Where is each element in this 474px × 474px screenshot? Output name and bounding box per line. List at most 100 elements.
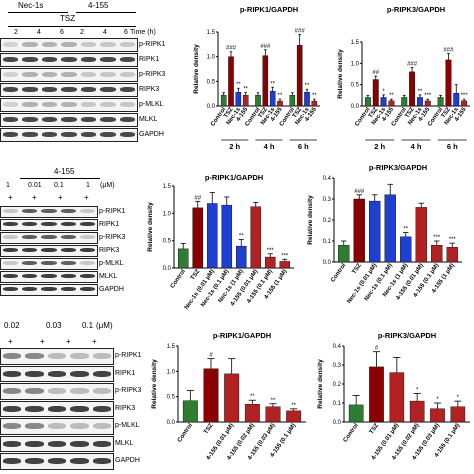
- blot-label-ripk1: RIPK1: [115, 369, 136, 377]
- significance-label: **: [278, 93, 283, 99]
- blot-band: [100, 42, 116, 47]
- blot-band: [61, 102, 77, 107]
- blot-strip-p-ripk3: [0, 383, 114, 400]
- blot-band: [61, 57, 77, 62]
- x-tick-label: TSZ: [351, 262, 363, 275]
- group-label: 2 h: [374, 142, 385, 151]
- x-tick-label: TSZ: [404, 106, 416, 119]
- y-tick-label: 1.5: [163, 184, 172, 190]
- blot-band: [41, 235, 57, 239]
- bar: [242, 94, 249, 107]
- significance-label: **: [239, 234, 244, 240]
- plus-b-3: +: [84, 193, 89, 202]
- bar: [286, 410, 302, 423]
- bar: [221, 204, 233, 269]
- blot-band: [80, 72, 97, 77]
- y-tick-label: 1.5: [167, 344, 176, 350]
- plus-b-2: +: [58, 193, 63, 202]
- chart-title: p-RIPK1/GAPDH: [213, 331, 271, 340]
- bar: [250, 206, 262, 269]
- blot-band: [92, 370, 111, 377]
- group-label: 6 h: [447, 142, 458, 151]
- blot-band: [22, 274, 38, 278]
- blot-band: [3, 388, 22, 394]
- blot-band: [61, 42, 77, 47]
- blot-band: [22, 42, 38, 47]
- blot-band: [47, 458, 67, 464]
- bar: [203, 368, 219, 423]
- blot-band: [3, 72, 19, 77]
- x-tick-label: TSZ: [292, 106, 304, 119]
- blot-band: [100, 57, 116, 62]
- bar: [296, 45, 303, 107]
- y-tick-label: 1.0: [167, 369, 176, 375]
- y-tick-label: 0.0: [207, 104, 216, 110]
- dose-b-0: 1: [6, 182, 10, 189]
- significance-label: ***: [433, 235, 441, 241]
- significance-label: ###: [407, 62, 418, 68]
- blot-band: [3, 248, 19, 252]
- plus-c-1: +: [40, 337, 45, 346]
- bar: [437, 97, 444, 107]
- blot-strip-ripk1: [0, 53, 138, 67]
- blot-band: [3, 235, 19, 239]
- dose-header-line: [20, 178, 100, 179]
- blot-label-p-mlkl: p-MLKL: [139, 101, 164, 108]
- blot-strip-p-ripk1: [0, 38, 138, 52]
- blot-band: [22, 57, 38, 62]
- blot-band: [61, 87, 77, 92]
- blot-band: [3, 353, 22, 359]
- blot-band: [92, 458, 111, 464]
- blot-band: [3, 458, 22, 464]
- header-line-nec: [8, 12, 68, 13]
- dose-b-3: 1: [86, 182, 90, 189]
- significance-label: ##: [372, 70, 379, 76]
- blot-band: [80, 42, 97, 47]
- blot-band: [41, 274, 57, 278]
- blot-band: [60, 287, 76, 291]
- blot-strip-mlkl: [0, 113, 138, 127]
- y-axis-label: Relative density: [337, 49, 344, 99]
- panel-b-blot: 4-155 1 0.01 0.1 1 (μM) + + + + p-RIPK1 R…: [0, 168, 140, 296]
- blot-band: [3, 102, 19, 107]
- blot-band: [70, 423, 89, 429]
- blot-strip-mlkl: [0, 271, 98, 283]
- blot-strip-ripk3: [0, 245, 98, 257]
- bar: [279, 261, 291, 269]
- x-tick-label: TSZ: [190, 268, 202, 281]
- bar: [235, 91, 242, 107]
- y-tick-label: 0.0: [351, 104, 360, 110]
- blot-band: [41, 72, 58, 77]
- blot-label-ripk1: RIPK1: [139, 56, 160, 63]
- blot-strip-gapdh: [0, 128, 138, 142]
- bar: [228, 56, 234, 107]
- treatment-line: [8, 26, 136, 27]
- chart-ripk1-time: p-RIPK1/GAPDH Relative density 0.0 0.5 1.0 1.…: [193, 5, 320, 151]
- panel-c-blot: 0.02 0.03 0.1 (μM) + + + + p-RIPK1 RIPK1 p…: [0, 318, 150, 474]
- blot-band: [80, 87, 97, 92]
- bar: [450, 406, 466, 423]
- header-line-4-155: [76, 12, 136, 13]
- blot-band: [80, 117, 97, 122]
- blot-band: [60, 274, 76, 278]
- chart-title: p-RIPK1/GAPDH: [205, 173, 263, 182]
- significance-label: ###: [295, 28, 306, 34]
- x-tick-label: TSZ: [203, 422, 215, 435]
- bar: [372, 79, 379, 107]
- x-tick-label: TSZ: [368, 106, 380, 119]
- blot-band: [47, 423, 67, 429]
- y-axis-label: Relative density: [317, 359, 324, 409]
- y-tick-label: 1.0: [163, 211, 172, 217]
- blot-band: [22, 72, 38, 77]
- blot-band: [100, 102, 116, 107]
- blot-band: [70, 440, 89, 447]
- plus-b-1: +: [32, 193, 37, 202]
- blot-band: [119, 72, 135, 77]
- blot-strip-p-mlkl: [0, 258, 98, 270]
- bar: [384, 194, 396, 263]
- bar: [192, 207, 204, 269]
- bar: [224, 373, 240, 423]
- blot-band: [47, 370, 67, 377]
- blot-label-ripk1: RIPK1: [99, 221, 120, 228]
- blot-band: [41, 287, 57, 291]
